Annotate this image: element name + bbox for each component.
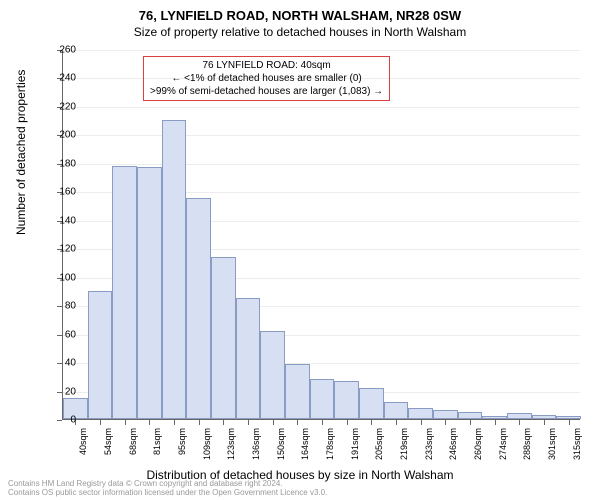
x-tick <box>445 420 446 425</box>
grid-line <box>63 107 580 108</box>
bar <box>310 379 335 419</box>
y-axis-title: Number of detached properties <box>14 70 28 235</box>
x-tick-label: 136sqm <box>251 428 261 460</box>
x-tick <box>421 420 422 425</box>
x-tick <box>273 420 274 425</box>
x-tick-label: 301sqm <box>547 428 557 460</box>
bar <box>260 331 285 419</box>
y-tick-label: 180 <box>59 158 76 169</box>
title-sub: Size of property relative to detached ho… <box>0 23 600 39</box>
bar <box>137 167 162 419</box>
bar <box>236 298 261 419</box>
y-tick-label: 240 <box>59 73 76 84</box>
bar <box>532 415 557 419</box>
y-tick-label: 200 <box>59 130 76 141</box>
y-tick-label: 140 <box>59 215 76 226</box>
y-tick <box>57 420 62 421</box>
bar <box>285 364 310 420</box>
y-tick-label: 80 <box>65 301 76 312</box>
y-tick-label: 220 <box>59 101 76 112</box>
x-tick-label: 274sqm <box>498 428 508 460</box>
x-tick-label: 95sqm <box>177 428 187 455</box>
footer-line2: Contains OS public sector information li… <box>8 489 327 498</box>
x-tick <box>100 420 101 425</box>
x-tick-label: 164sqm <box>300 428 310 460</box>
bar <box>458 412 483 419</box>
x-tick <box>396 420 397 425</box>
footer-text: Contains HM Land Registry data © Crown c… <box>8 480 327 498</box>
bar <box>162 120 187 419</box>
x-tick-label: 54sqm <box>103 428 113 455</box>
x-tick <box>223 420 224 425</box>
x-tick <box>322 420 323 425</box>
y-tick-label: 60 <box>65 329 76 340</box>
y-tick-label: 0 <box>70 415 76 426</box>
y-tick-label: 100 <box>59 272 76 283</box>
bar <box>359 388 384 419</box>
grid-line <box>63 164 580 165</box>
y-tick-label: 160 <box>59 187 76 198</box>
y-tick-label: 20 <box>65 386 76 397</box>
x-tick-label: 219sqm <box>399 428 409 460</box>
y-tick <box>57 392 62 393</box>
bar <box>433 410 458 419</box>
bar <box>556 416 581 419</box>
x-tick <box>149 420 150 425</box>
bar <box>112 166 137 419</box>
x-tick-label: 40sqm <box>78 428 88 455</box>
bar <box>507 413 532 419</box>
bar <box>211 257 236 419</box>
x-tick <box>371 420 372 425</box>
x-tick-label: 68sqm <box>128 428 138 455</box>
x-tick-label: 288sqm <box>522 428 532 460</box>
y-tick-label: 120 <box>59 244 76 255</box>
x-tick-label: 246sqm <box>448 428 458 460</box>
x-tick <box>495 420 496 425</box>
x-tick-label: 205sqm <box>374 428 384 460</box>
chart-container: 76, LYNFIELD ROAD, NORTH WALSHAM, NR28 0… <box>0 0 600 500</box>
y-tick-label: 40 <box>65 358 76 369</box>
grid-line <box>63 78 580 79</box>
bar <box>88 291 113 419</box>
y-tick-label: 260 <box>59 45 76 56</box>
y-tick <box>57 335 62 336</box>
grid-line <box>63 50 580 51</box>
x-tick <box>125 420 126 425</box>
y-tick <box>57 363 62 364</box>
annotation-line1: 76 LYNFIELD ROAD: 40sqm <box>150 59 383 72</box>
x-tick <box>174 420 175 425</box>
x-tick-label: 81sqm <box>152 428 162 455</box>
bar <box>482 416 507 419</box>
x-tick <box>199 420 200 425</box>
x-tick <box>347 420 348 425</box>
x-tick-label: 233sqm <box>424 428 434 460</box>
x-tick-label: 191sqm <box>350 428 360 460</box>
x-tick-label: 123sqm <box>226 428 236 460</box>
y-tick <box>57 306 62 307</box>
annotation-line3: >99% of semi-detached houses are larger … <box>150 85 383 98</box>
x-tick <box>569 420 570 425</box>
x-tick-label: 260sqm <box>473 428 483 460</box>
x-tick-label: 109sqm <box>202 428 212 460</box>
bar <box>408 408 433 419</box>
bar <box>334 381 359 419</box>
title-main: 76, LYNFIELD ROAD, NORTH WALSHAM, NR28 0… <box>0 0 600 23</box>
x-tick <box>248 420 249 425</box>
x-tick <box>519 420 520 425</box>
x-tick <box>297 420 298 425</box>
bar <box>384 402 409 419</box>
x-tick <box>470 420 471 425</box>
x-tick-label: 150sqm <box>276 428 286 460</box>
x-tick-label: 315sqm <box>572 428 582 460</box>
bar <box>186 198 211 419</box>
grid-line <box>63 135 580 136</box>
plot-area: 76 LYNFIELD ROAD: 40sqm ← <1% of detache… <box>62 50 580 420</box>
x-tick <box>544 420 545 425</box>
x-tick-label: 178sqm <box>325 428 335 460</box>
